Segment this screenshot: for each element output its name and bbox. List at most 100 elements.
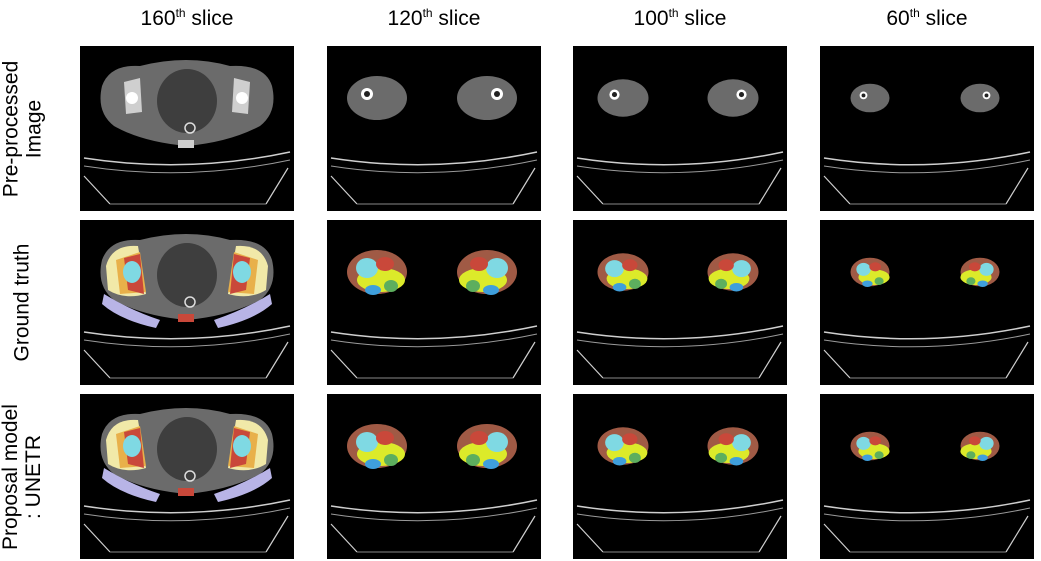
panel-preprocessed-120 [327, 46, 541, 211]
segment-red-right [718, 433, 734, 446]
segment-cyan-left [605, 260, 624, 278]
scanner-table-line [330, 325, 538, 340]
ct-slice-image [330, 250, 538, 379]
segment-red-left [376, 431, 394, 445]
thigh-left [850, 83, 890, 113]
segment-blue-left [612, 457, 627, 466]
column-title-100: 100th slice [573, 6, 787, 31]
scanner-table-line [83, 523, 111, 553]
segment-cyan-left [856, 262, 871, 276]
marrow-left [611, 92, 618, 98]
segment-green-left [628, 452, 641, 463]
scanner-table-line [83, 151, 291, 166]
ct-slice-image [823, 257, 1031, 379]
thigh-left [347, 76, 407, 120]
segment-lavender [214, 294, 272, 328]
scanner-table-line [265, 341, 289, 379]
scanner-table-line [83, 499, 291, 514]
segment-cyan-right [486, 432, 508, 452]
scanner-table-line [758, 341, 782, 379]
panel-groundtruth-120 [327, 220, 541, 385]
slice-number: 160 [140, 7, 176, 30]
segment-cyan-right [979, 436, 994, 450]
scanner-table-line [83, 349, 111, 379]
segment-red-left [869, 436, 882, 446]
panel-preprocessed-60 [820, 46, 1034, 211]
scanner-table-line [330, 159, 538, 174]
segment-cyan [233, 261, 251, 283]
scanner-table-line [576, 507, 784, 522]
scanner-table-line [83, 507, 291, 522]
segment-green-left [874, 277, 884, 285]
scanner-table-line [265, 515, 289, 553]
segment-green-right [715, 278, 728, 289]
scanner-table-line [1005, 167, 1029, 205]
marrow-left [861, 93, 866, 98]
segment-red-right [968, 436, 981, 446]
scanner-table-line [512, 515, 536, 553]
column-title-160: 160th slice [80, 6, 294, 31]
segment-cyan-left [356, 432, 378, 452]
scanner-table-line [330, 523, 358, 553]
ct-slice-image [83, 234, 291, 379]
ordinal-suffix: th [175, 6, 186, 20]
ordinal-suffix: th [668, 6, 679, 20]
ct-slice-image [330, 424, 538, 553]
scanner-table-line [823, 175, 851, 205]
panel-groundtruth-160 [80, 220, 294, 385]
scanner-table-line [83, 325, 291, 340]
ct-slice-image [576, 79, 784, 205]
ct-slice-image [330, 76, 538, 205]
segment-cyan [233, 435, 251, 457]
segment-red [178, 314, 194, 322]
bone-sacrum [178, 140, 194, 148]
segment-green-right [966, 277, 976, 285]
segment-cyan-left [356, 258, 378, 278]
segment-red-right [470, 257, 488, 271]
scanner-table-line [576, 151, 784, 166]
segment-green-left [384, 280, 398, 292]
segment-blue-right [483, 459, 499, 469]
marrow-right [738, 92, 745, 98]
column-title-120: 120th slice [327, 6, 541, 31]
segment-cyan-right [486, 258, 508, 278]
bladder-region [157, 243, 217, 307]
scanner-table-line [823, 349, 851, 379]
segment-red-right [968, 262, 981, 272]
scanner-table-line [83, 175, 111, 205]
row-label-line: Ground truth [10, 243, 34, 362]
segment-blue-left [862, 454, 873, 461]
segment-green-right [715, 452, 728, 463]
slice-number: 120 [387, 7, 423, 30]
panel-preprocessed-160 [80, 46, 294, 211]
slice-number: 60 [886, 7, 910, 30]
segment-green-right [466, 280, 480, 292]
ct-slice-image [823, 83, 1031, 205]
scanner-table-line [576, 499, 784, 514]
scanner-table-line [823, 333, 1031, 348]
column-title-60: 60th slice [820, 6, 1034, 31]
row-label-line: Image [22, 99, 45, 158]
bone-ring [184, 296, 196, 308]
scanner-table-line [823, 499, 1031, 514]
segment-blue-right [729, 457, 744, 466]
scanner-table-line [823, 151, 1031, 166]
ordinal-suffix: th [422, 6, 433, 20]
scanner-table-line [330, 499, 538, 514]
panel-groundtruth-100 [573, 220, 787, 385]
slice-word: slice [678, 7, 727, 30]
segment-cyan-right [732, 434, 751, 452]
scanner-table-line [512, 341, 536, 379]
scanner-table-line [758, 167, 782, 205]
segment-blue-left [612, 283, 627, 292]
bone-left [126, 92, 138, 104]
bone-ring [184, 470, 196, 482]
segment-blue-right [729, 283, 744, 292]
scanner-table-line [823, 523, 851, 553]
segment-red-left [376, 257, 394, 271]
panel-unetr-100 [573, 394, 787, 559]
segment-blue-left [862, 280, 873, 287]
scanner-table-line [1005, 515, 1029, 553]
segment-cyan-left [605, 434, 624, 452]
scanner-table-line [330, 151, 538, 166]
